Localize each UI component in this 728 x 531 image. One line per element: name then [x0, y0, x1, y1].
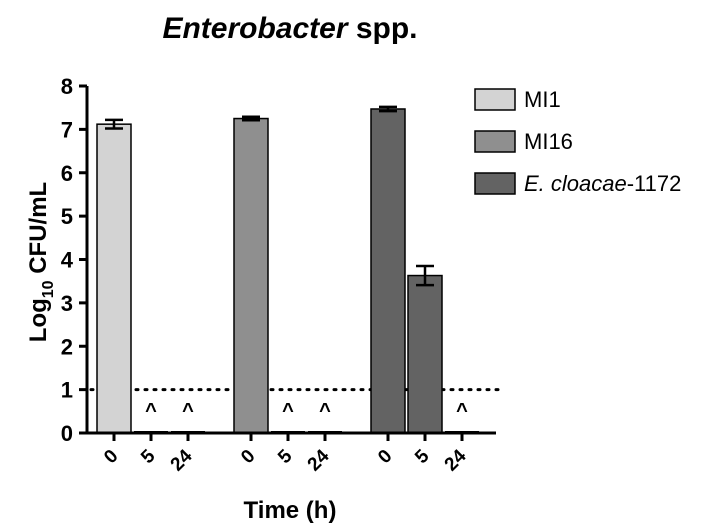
bar: [407, 274, 443, 434]
bars: [96, 108, 479, 434]
x-tick-label: 5: [137, 445, 160, 468]
y-axis-label-main: Log: [25, 298, 52, 342]
x-axis-ticks: 0 5 24 0 5 24 0 5 24: [100, 433, 471, 475]
y-tick-label: 0: [61, 421, 73, 446]
bar: [96, 123, 132, 434]
below-detection-markers: ^ ^ ^ ^ ^: [145, 400, 468, 422]
below-detection-marker: ^: [282, 400, 294, 422]
legend-swatch-mi1: [474, 88, 516, 111]
x-tick-label: 0: [100, 446, 122, 468]
legend-label-e-cloacae-italic: E. cloacae: [524, 171, 627, 196]
y-axis-ticks: 0 1 2 3 4 5 6 7 8: [61, 74, 87, 446]
y-tick-label: 6: [61, 161, 73, 186]
below-detection-marker: ^: [456, 400, 468, 422]
below-detection-marker: ^: [145, 400, 157, 422]
axes: [85, 86, 496, 435]
x-tick-label: 24: [304, 445, 334, 475]
x-axis-label: Time (h): [244, 497, 337, 524]
x-tick-label: 5: [274, 445, 297, 468]
below-detection-marker: ^: [319, 400, 331, 422]
x-tick-label: 5: [411, 445, 434, 468]
error-bars: [105, 105, 434, 287]
bar: [233, 117, 269, 434]
legend: MI1 MI16 E. cloacae-1172: [474, 87, 681, 196]
y-tick-label: 4: [61, 248, 74, 273]
y-axis-label-subscript: 10: [40, 280, 57, 298]
x-tick-label: 0: [237, 446, 259, 468]
legend-label-mi16: MI16: [524, 129, 573, 154]
y-tick-label: 3: [61, 291, 73, 316]
legend-label-mi1: MI1: [524, 87, 561, 112]
x-tick-label: 24: [441, 445, 471, 475]
legend-label-e-cloacae-rest: -1172: [627, 171, 682, 196]
bar: [370, 108, 406, 434]
legend-label-e-cloacae: E. cloacae-1172: [524, 171, 681, 196]
legend-swatch-mi16: [474, 130, 516, 153]
x-tick-label: 24: [167, 445, 197, 475]
chart-title-rest: spp.: [348, 12, 418, 45]
x-tick-label: 0: [374, 446, 396, 468]
y-tick-label: 2: [61, 334, 73, 359]
y-axis-label: Log10 CFU/mL: [25, 182, 57, 342]
y-axis-label-rest: CFU/mL: [25, 182, 52, 281]
y-tick-label: 8: [61, 74, 73, 99]
y-tick-label: 7: [61, 117, 73, 142]
y-tick-label: 1: [61, 378, 73, 403]
chart-title: Enterobacter spp.: [162, 12, 417, 45]
y-tick-label: 5: [61, 204, 73, 229]
legend-swatch-e-cloacae: [474, 172, 516, 195]
chart-title-italic: Enterobacter: [162, 12, 349, 45]
below-detection-marker: ^: [182, 400, 194, 422]
